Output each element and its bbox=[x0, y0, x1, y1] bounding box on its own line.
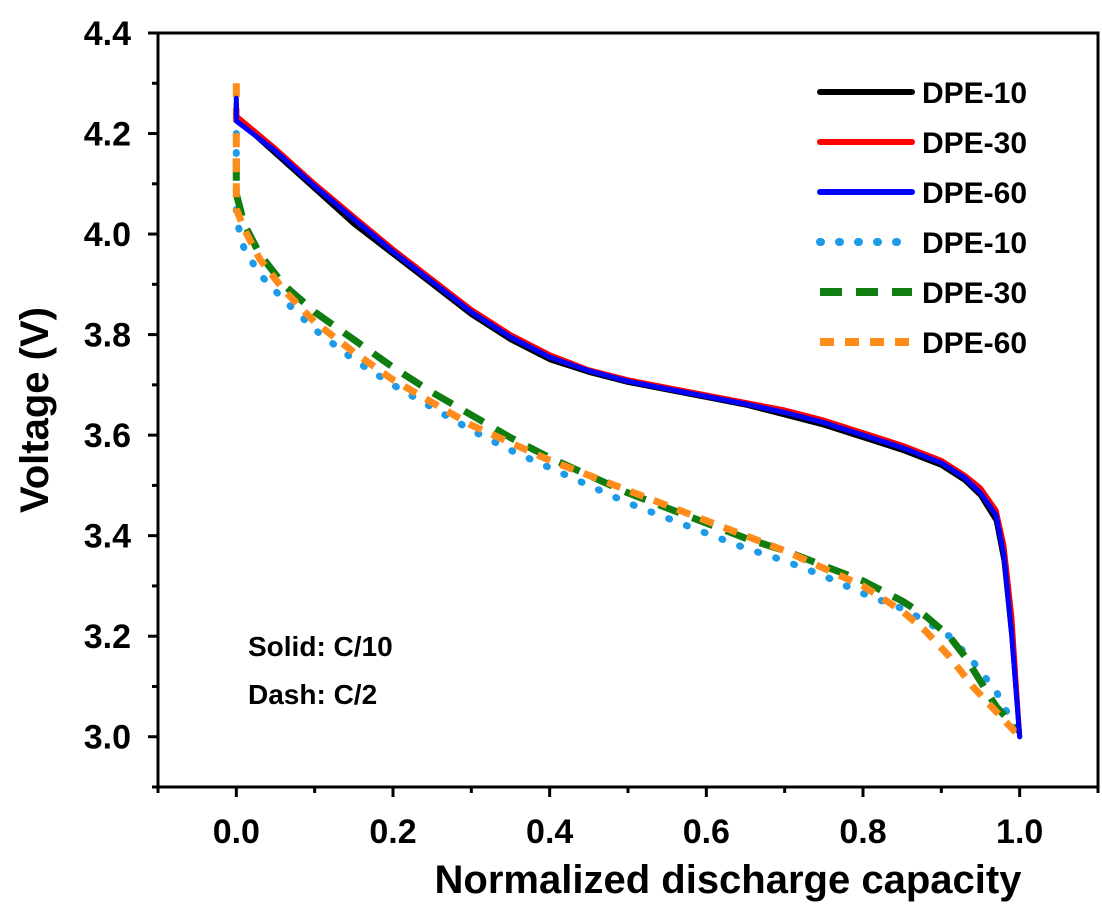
x-tick-label: 0.0 bbox=[213, 813, 260, 851]
y-tick-label: 3.8 bbox=[84, 317, 131, 355]
series-line-dpe-30-dashed bbox=[232, 158, 1023, 735]
y-tick-label: 3.2 bbox=[84, 618, 131, 656]
legend-label: DPE-30 bbox=[922, 277, 1027, 310]
axes-layer: 0.0 0.2 0.4 0.6 0.8 1.0 3.0 3.2 3.4 3.6 3.8 4.0 4.2 4… bbox=[13, 15, 1100, 902]
x-tick-label: 0.2 bbox=[369, 813, 416, 851]
x-tick-label: 0.4 bbox=[526, 813, 573, 851]
legend-label: DPE-10 bbox=[922, 227, 1027, 260]
y-tick-label: 3.6 bbox=[84, 417, 131, 455]
y-tick-label: 3.4 bbox=[84, 518, 131, 556]
annotation-text: Solid: C/10 bbox=[248, 631, 393, 662]
legend-label: DPE-30 bbox=[922, 127, 1027, 160]
y-axis-title: Voltage (V) bbox=[13, 307, 57, 513]
x-tick-label: 0.8 bbox=[839, 813, 886, 851]
y-tick-label: 3.0 bbox=[84, 719, 131, 757]
x-tick-label: 0.6 bbox=[683, 813, 730, 851]
series-line-dpe-10-dotted bbox=[232, 130, 1024, 741]
annotations: Solid: C/10 Dash: C/2 bbox=[248, 631, 393, 710]
series-layer bbox=[232, 83, 1024, 741]
annotation-text: Dash: C/2 bbox=[248, 679, 377, 710]
series-line-dpe-60-solid bbox=[233, 95, 1023, 740]
legend: DPE-10 DPE-30 DPE-60 DPE-10 DPE-30 DPE-60 bbox=[816, 77, 1027, 360]
x-tick-label: 1.0 bbox=[996, 813, 1043, 851]
y-tick-label: 4.0 bbox=[84, 216, 131, 254]
y-tick-label: 4.4 bbox=[84, 15, 131, 53]
legend-label: DPE-60 bbox=[922, 177, 1027, 210]
x-axis-title: Normalized discharge capacity bbox=[435, 858, 1023, 902]
legend-label: DPE-10 bbox=[922, 77, 1027, 110]
series-line-dpe-60-dashed bbox=[232, 83, 1023, 740]
legend-label: DPE-60 bbox=[922, 327, 1027, 360]
y-tick-label: 4.2 bbox=[84, 116, 131, 154]
